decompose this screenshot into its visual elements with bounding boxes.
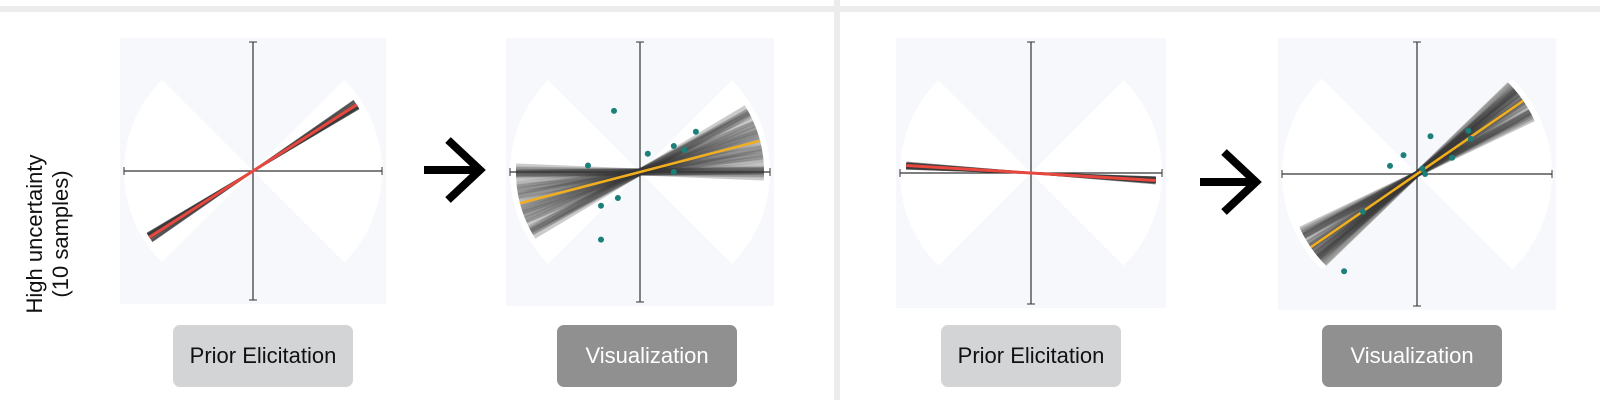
data-point [670, 143, 677, 149]
prior-plot-2 [896, 38, 1166, 308]
data-point [1387, 162, 1393, 169]
data-point [1465, 127, 1472, 134]
visualization-panel-1 [506, 38, 774, 306]
data-point [1427, 133, 1434, 140]
data-point [1341, 268, 1348, 275]
visualization-button-2[interactable]: Visualization [1322, 325, 1502, 387]
row-label: High uncertainty (10 samples) [22, 124, 82, 344]
data-point [1400, 152, 1407, 159]
prior-panel-2 [896, 38, 1166, 308]
data-point [1422, 171, 1429, 177]
arrow-right-icon [424, 137, 486, 203]
row-label-line1: High uncertainty [22, 154, 47, 314]
fitted-line [519, 139, 761, 205]
row-label-line2: (10 samples) [48, 170, 73, 298]
prior-elicitation-button-1[interactable]: Prior Elicitation [173, 325, 353, 387]
data-point [598, 236, 604, 243]
prior-panel-1 [120, 38, 386, 304]
visualization-panel-2 [1278, 38, 1556, 310]
prior-plot-1 [120, 38, 386, 304]
top-divider-left [0, 6, 834, 12]
data-point [644, 150, 651, 157]
data-point [681, 146, 688, 153]
data-point [1419, 165, 1426, 172]
data-point [1468, 135, 1474, 142]
visualization-button-1[interactable]: Visualization [557, 325, 737, 387]
data-point [1360, 208, 1366, 215]
fitted-line [1310, 99, 1524, 249]
data-point [692, 128, 699, 135]
arrow-right-icon [1200, 149, 1262, 215]
column-divider [834, 0, 840, 400]
data-point [1449, 154, 1456, 161]
data-point [585, 162, 591, 169]
visualization-plot-2 [1278, 38, 1556, 310]
data-point [598, 202, 604, 209]
prior-line [906, 164, 1156, 182]
data-point [614, 195, 621, 201]
prior-elicitation-button-2[interactable]: Prior Elicitation [941, 325, 1121, 387]
data-point [670, 169, 677, 175]
visualization-plot-1 [506, 38, 774, 306]
prior-line [148, 103, 358, 239]
top-divider-right [840, 6, 1600, 12]
data-point [611, 107, 617, 114]
